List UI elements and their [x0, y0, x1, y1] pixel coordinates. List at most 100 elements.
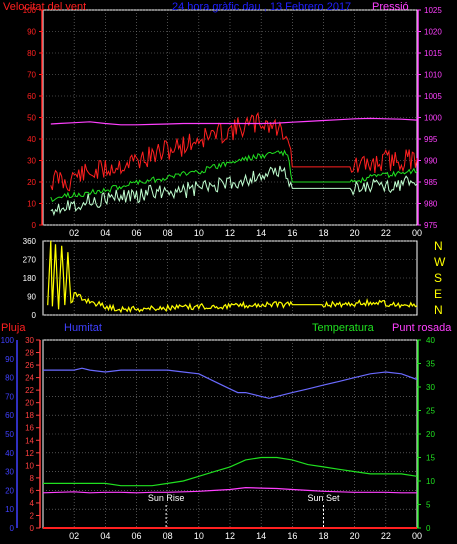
pressure-y-tick-label: 1025: [424, 6, 442, 15]
rain-y-tick-label: 4: [30, 499, 35, 508]
temperature-y-tick-label: 20: [426, 430, 435, 439]
direction-y-tick-label: 90: [27, 293, 36, 302]
sunset-label: Sun Set: [307, 493, 340, 503]
rain-y-tick-label: 10: [25, 461, 34, 470]
pressure-y-tick-label: 1010: [424, 71, 442, 80]
pressure-y-tick-label: 1020: [424, 28, 442, 37]
wind-panel-ticks: 02 04 06 08 10 12 14 16 18 20 22 000102030405060708…: [23, 6, 443, 238]
wind-y-tick-label: 70: [27, 71, 36, 80]
humidity-y-tick-label: 60: [5, 411, 14, 420]
x-tick-label: 12: [225, 531, 235, 541]
compass-label-w: W: [434, 255, 446, 269]
x-tick-label: 10: [194, 228, 204, 238]
humidity-y-tick-label: 30: [5, 468, 14, 477]
temperature-title: Temperatura: [312, 322, 375, 334]
rain-y-tick-label: 30: [25, 336, 34, 345]
pressure-title: Pressió: [372, 1, 409, 13]
humidity-y-tick-label: 80: [5, 374, 14, 383]
rain-y-tick-label: 6: [30, 486, 35, 495]
x-tick-label: 08: [163, 228, 173, 238]
climate-panel-series: [42, 367, 418, 529]
compass-label-n-bottom: N: [434, 303, 443, 317]
x-tick-label: 02: [69, 228, 79, 238]
pressure-line: [50, 117, 418, 126]
dew-point-line: [42, 486, 417, 494]
x-tick-label: 16: [287, 228, 297, 238]
x-tick-label: 00: [412, 228, 422, 238]
climate-panel-ticks: 02 04 06 08 10 12 14 16 18 20 22 000102030405060708…: [1, 336, 436, 541]
x-tick-label: 18: [318, 228, 328, 238]
compass-label-s: S: [434, 271, 442, 285]
rain-y-tick-label: 22: [25, 386, 34, 395]
x-tick-label: 22: [381, 228, 391, 238]
wind-y-tick-label: 30: [27, 157, 36, 166]
rain-y-tick-label: 26: [25, 361, 34, 370]
wind-y-tick-label: 10: [27, 200, 36, 209]
rain-y-tick-label: 20: [25, 399, 34, 408]
wind-y-tick-label: 60: [27, 92, 36, 101]
wind-y-tick-label: 40: [27, 135, 36, 144]
pressure-y-tick-label: 990: [424, 157, 438, 166]
humidity-y-tick-label: 20: [5, 486, 14, 495]
wind-y-tick-label: 50: [27, 114, 36, 123]
temperature-line: [43, 456, 418, 487]
pressure-y-tick-label: 995: [424, 135, 438, 144]
rain-title: Pluja: [1, 322, 26, 334]
rain-y-tick-label: 12: [25, 449, 34, 458]
x-tick-label: 08: [163, 531, 173, 541]
x-tick-label: 10: [194, 531, 204, 541]
direction-y-tick-label: 180: [23, 274, 37, 283]
wind-y-tick-label: 90: [27, 28, 36, 37]
compass-label-n-top: N: [434, 239, 443, 253]
x-tick-label: 04: [100, 228, 110, 238]
wind-speed-title: Velocitat del vent: [3, 1, 86, 13]
pressure-y-tick-label: 975: [424, 221, 438, 230]
temperature-y-tick-label: 5: [426, 501, 431, 510]
direction-panel-ticks: 0 90 180 270 360: [23, 237, 37, 320]
x-tick-label: 20: [350, 228, 360, 238]
direction-y-tick-label: 360: [23, 237, 37, 246]
direction-panel-series: [47, 240, 418, 314]
temperature-y-tick-label: 25: [426, 407, 435, 416]
direction-panel-grid: [43, 240, 417, 316]
temperature-y-tick-label: 10: [426, 477, 435, 486]
rain-y-tick-label: 8: [30, 474, 35, 483]
pressure-y-tick-label: 1015: [424, 49, 442, 58]
temperature-y-tick-label: 0: [426, 524, 431, 533]
wind-speed-line: [50, 165, 418, 217]
sunrise-label: Sun Rise: [148, 493, 185, 503]
humidity-y-tick-label: 0: [10, 524, 15, 533]
x-tick-label: 04: [100, 531, 110, 541]
humidity-y-tick-label: 100: [1, 336, 15, 345]
wind-y-tick-label: 100: [23, 6, 37, 15]
x-tick-label: 22: [381, 531, 391, 541]
rain-y-tick-label: 28: [25, 349, 34, 358]
rain-y-tick-label: 18: [25, 411, 34, 420]
x-tick-label: 18: [318, 531, 328, 541]
pressure-y-tick-label: 985: [424, 178, 438, 187]
direction-y-tick-label: 0: [32, 311, 37, 320]
rain-y-tick-label: 24: [25, 374, 34, 383]
x-tick-label: 14: [256, 531, 266, 541]
x-tick-label: 02: [69, 531, 79, 541]
wind-y-tick-label: 20: [27, 178, 36, 187]
wind-direction-line: [47, 240, 418, 314]
x-tick-label: 20: [350, 531, 360, 541]
wind-y-tick-label: 80: [27, 49, 36, 58]
wind-panel-series: [50, 111, 418, 217]
direction-y-tick-label: 270: [23, 256, 37, 265]
humidity-y-tick-label: 70: [5, 392, 14, 401]
wind-panel-grid: [43, 9, 417, 226]
wind-y-tick-label: 0: [32, 221, 37, 230]
chart-date-title: 24 hora gràfic dau , 13 Febrero 2017: [172, 1, 351, 13]
wind-gust-line: [50, 111, 418, 192]
pressure-y-tick-label: 980: [424, 200, 438, 209]
humidity-title: Humitat: [64, 322, 102, 334]
temperature-y-tick-label: 15: [426, 454, 435, 463]
humidity-y-tick-label: 90: [5, 355, 14, 364]
rain-y-tick-label: 2: [30, 511, 35, 520]
pressure-y-tick-label: 1005: [424, 92, 442, 101]
x-tick-label: 16: [287, 531, 297, 541]
x-tick-label: 06: [131, 228, 141, 238]
